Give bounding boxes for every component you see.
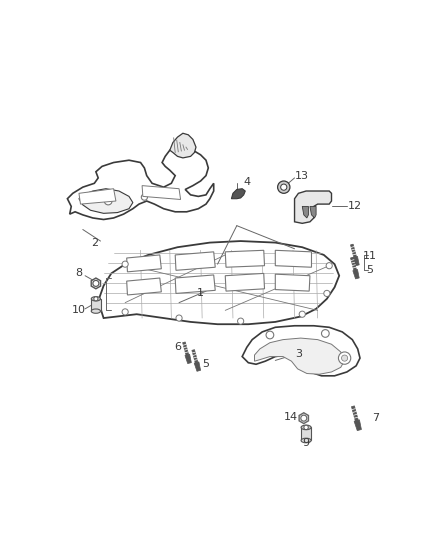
Text: 8: 8 [75,269,82,278]
Circle shape [339,352,351,364]
Text: 4: 4 [243,177,251,187]
Circle shape [342,355,348,361]
Polygon shape [242,326,360,376]
Polygon shape [350,244,357,257]
Circle shape [93,280,99,286]
Text: 2: 2 [91,238,98,248]
Circle shape [122,261,128,267]
Polygon shape [79,189,116,204]
Text: 6: 6 [174,342,181,352]
Polygon shape [294,191,332,223]
Ellipse shape [301,438,311,443]
Circle shape [266,331,274,339]
Circle shape [122,309,128,315]
Bar [301,427,311,440]
Text: 3: 3 [295,349,302,359]
Circle shape [237,318,244,324]
Text: 5: 5 [202,359,209,369]
Circle shape [176,315,182,321]
Text: 5: 5 [367,265,374,276]
Polygon shape [231,189,245,199]
Polygon shape [67,147,214,220]
Circle shape [104,197,112,205]
Polygon shape [98,241,339,324]
Polygon shape [299,413,308,424]
Polygon shape [302,206,308,218]
Text: 9: 9 [303,438,310,448]
Ellipse shape [301,425,311,430]
Polygon shape [353,256,359,266]
Polygon shape [142,185,180,199]
Text: 14: 14 [284,411,298,422]
Polygon shape [192,350,198,363]
Polygon shape [175,275,215,294]
Bar [91,299,100,311]
Ellipse shape [91,297,100,301]
Polygon shape [276,274,310,291]
Text: 11: 11 [363,252,377,262]
Circle shape [141,194,148,200]
Polygon shape [79,189,133,213]
Polygon shape [353,270,359,279]
Polygon shape [185,354,191,364]
Circle shape [278,181,290,193]
Text: 7: 7 [372,413,379,423]
Polygon shape [351,406,358,421]
Ellipse shape [91,309,100,313]
Circle shape [301,415,307,421]
Text: 13: 13 [295,171,309,181]
Circle shape [281,184,287,190]
Polygon shape [276,251,311,267]
Circle shape [321,329,329,337]
Polygon shape [310,206,316,218]
Circle shape [324,290,330,296]
Text: 1: 1 [197,288,204,298]
Polygon shape [254,338,345,374]
Text: 10: 10 [72,305,86,316]
Circle shape [299,311,305,317]
Polygon shape [225,251,265,267]
Circle shape [94,297,98,301]
Circle shape [304,425,308,430]
Polygon shape [170,133,196,158]
Circle shape [326,263,332,269]
Polygon shape [127,278,161,295]
Polygon shape [183,342,189,355]
Polygon shape [354,420,361,431]
Polygon shape [225,273,265,291]
Polygon shape [91,278,101,289]
Text: 12: 12 [347,201,362,212]
Polygon shape [127,255,161,272]
Polygon shape [350,257,357,270]
Polygon shape [175,252,215,270]
Polygon shape [194,362,201,372]
